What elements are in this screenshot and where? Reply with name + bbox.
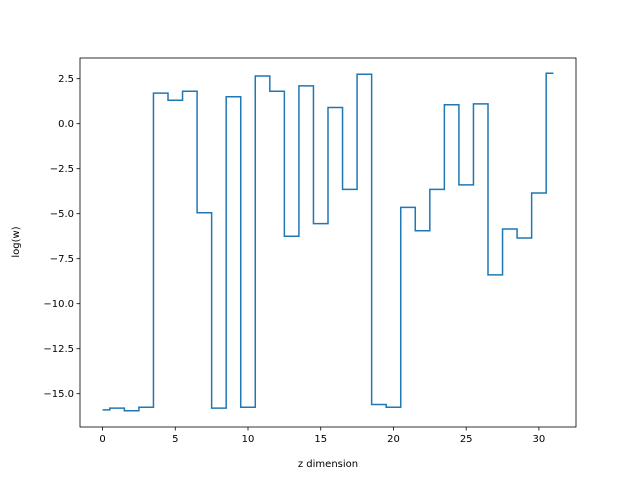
y-tick-label: −5.0 [50, 209, 74, 220]
y-tick-label: −2.5 [50, 164, 74, 175]
x-tick-label: 20 [387, 434, 400, 445]
y-tick-label: −12.5 [43, 344, 74, 355]
x-tick-label: 15 [314, 434, 327, 445]
x-tick-label: 5 [172, 434, 178, 445]
x-tick-label: 0 [99, 434, 105, 445]
x-axis-label: z dimension [298, 459, 358, 470]
y-tick-label: 0.0 [58, 119, 74, 130]
series-line [102, 72, 554, 412]
y-tick-label: 2.5 [58, 74, 74, 85]
y-axis-label: log(w) [11, 226, 22, 257]
x-tick-label: 30 [533, 434, 546, 445]
axes-frame [79, 57, 577, 428]
y-tick-label: −7.5 [50, 254, 74, 265]
y-tick-label: −10.0 [43, 299, 74, 310]
x-tick-label: 10 [242, 434, 255, 445]
axes: 0 5 10 15 20 25 30 2.5 0.0 −2.5 −5.0 −7.5 −10.0 −12.5… [43, 57, 577, 445]
y-tick-label: −15.0 [43, 389, 74, 400]
x-tick-label: 25 [460, 434, 473, 445]
plot-area [102, 72, 554, 412]
